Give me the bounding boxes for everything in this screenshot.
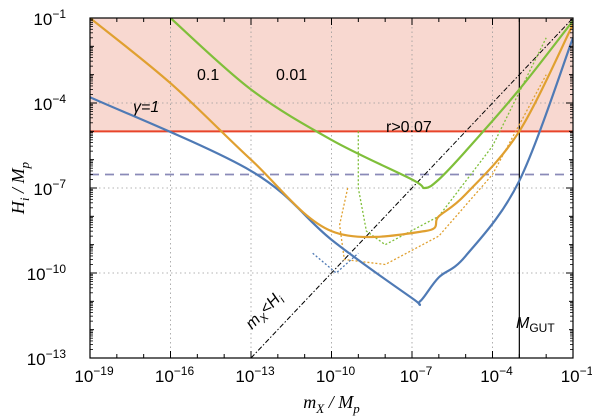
r-bound-label: r>0.07 bbox=[386, 119, 432, 136]
x-tick-label: 10−7 bbox=[400, 364, 433, 386]
x-axis-title: mX / Mp bbox=[303, 392, 360, 416]
gamma-label-0p01: 0.01 bbox=[276, 67, 307, 84]
y-tick-label: 10−1 bbox=[33, 7, 66, 29]
gut-label: MGUT bbox=[516, 315, 555, 335]
diagonal-line bbox=[250, 18, 573, 358]
y-axis-title: Hi / Mp bbox=[8, 161, 32, 215]
series-line bbox=[90, 18, 573, 239]
x-tick-label: 10−10 bbox=[316, 364, 356, 386]
x-tick-label: 10−4 bbox=[480, 364, 513, 386]
series-line bbox=[169, 18, 573, 190]
y-tick-label: 10−13 bbox=[27, 347, 67, 369]
gamma-label: γ=1 bbox=[133, 99, 159, 116]
x-tick-label: 10−19 bbox=[74, 364, 114, 386]
dotted-threshold-curve bbox=[357, 37, 547, 246]
dotted-threshold-curve bbox=[338, 74, 547, 266]
y-tick-label: 10−10 bbox=[27, 262, 67, 284]
diagonal-label: mX<Hi bbox=[243, 289, 288, 335]
series-line bbox=[90, 37, 573, 306]
x-tick-label: 10−16 bbox=[155, 364, 195, 386]
excluded-region bbox=[90, 18, 573, 132]
y-tick-label: 10−4 bbox=[33, 92, 66, 114]
y-tick-label: 10−7 bbox=[33, 177, 66, 199]
x-tick-label: 10−1 bbox=[561, 364, 592, 386]
gamma-label-0p1: 0.1 bbox=[197, 67, 219, 84]
x-tick-label: 10−13 bbox=[235, 364, 275, 386]
